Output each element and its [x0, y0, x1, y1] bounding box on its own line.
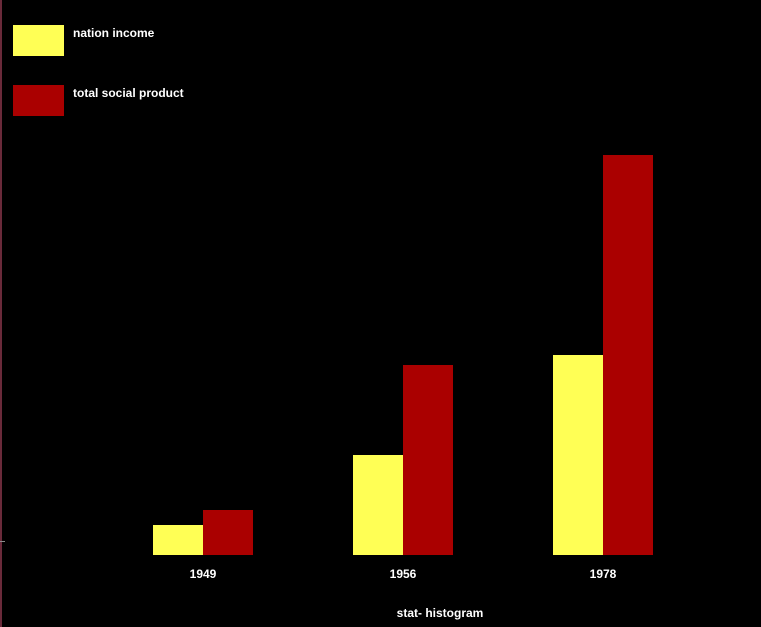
bar-total-social-product-1956	[403, 365, 453, 555]
axis-tick-mark	[0, 541, 5, 542]
legend-swatch-nation-income	[13, 25, 64, 56]
bar-total-social-product-1978	[603, 155, 653, 555]
legend-label-total-social-product: total social product	[73, 86, 184, 100]
legend-label-nation-income: nation income	[73, 26, 155, 40]
bar-nation-income-1978	[553, 355, 603, 555]
bar-nation-income-1949	[153, 525, 203, 555]
x-tick-label-1978: 1978	[590, 567, 617, 581]
window-left-edge	[0, 0, 2, 627]
legend-swatch-total-social-product	[13, 85, 64, 116]
chart-caption: stat- histogram	[396, 606, 484, 620]
x-tick-label-1949: 1949	[190, 567, 217, 581]
bar-total-social-product-1949	[203, 510, 253, 555]
bar-nation-income-1956	[353, 455, 403, 555]
x-tick-label-1956: 1956	[390, 567, 417, 581]
